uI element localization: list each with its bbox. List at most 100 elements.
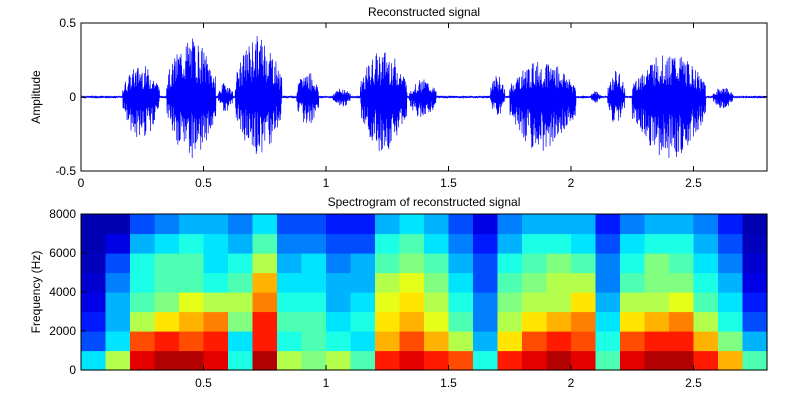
spectrogram-cell [277,253,303,274]
spectrogram-cell [130,214,156,235]
waveform-x-tick-label: 2.5 [685,176,702,190]
spectrogram-cell [693,311,719,332]
spectrogram-cell [546,233,572,254]
spectrogram-cell [473,253,499,274]
spectrogram-cell [424,272,450,293]
spectrogram-cell [742,253,768,274]
spectrogram-title: Spectrogram of reconstructed signal [328,195,521,209]
spectrogram-cell [252,311,278,332]
spectrogram-cell [473,292,499,313]
spectrogram-cell [228,253,254,274]
spectrogram-x-tick-label: 1 [323,376,330,390]
spectrogram-cell [81,214,107,235]
spectrogram-cell [277,311,303,332]
spectrogram-cell [252,214,278,235]
spectrogram-cell [179,311,205,332]
spectrogram-cell [644,272,670,293]
spectrogram-cell [350,233,376,254]
spectrogram-cell [742,331,768,352]
spectrogram-cell [595,350,621,371]
spectrogram-cell [350,350,376,371]
spectrogram-cell [154,311,180,332]
spectrogram-cell [595,292,621,313]
waveform-line [81,35,767,159]
waveform-y-tick-label: 0.5 [59,16,76,30]
spectrogram-cell [375,311,401,332]
spectrogram-cell [326,253,352,274]
spectrogram-cell [473,272,499,293]
spectrogram-cell [644,350,670,371]
spectrogram-cell [203,350,229,371]
spectrogram-cell [301,233,327,254]
spectrogram-y-tick-label: 4000 [49,285,76,299]
spectrogram-cell [571,350,597,371]
spectrogram-cell [522,331,548,352]
spectrogram-cell [179,350,205,371]
spectrogram-cell [424,233,450,254]
spectrogram-cell [497,214,523,235]
spectrogram-chart: Spectrogram of reconstructed signal Freq… [29,195,768,390]
spectrogram-cell [571,272,597,293]
waveform-y-axis-label: Amplitude [29,70,43,124]
spectrogram-cell [669,350,695,371]
spectrogram-cell [277,350,303,371]
spectrogram-cell [620,311,646,332]
spectrogram-cell [228,331,254,352]
waveform-x-tick-label: 2 [568,176,575,190]
spectrogram-cell [301,214,327,235]
spectrogram-cell [497,292,523,313]
spectrogram-cell [326,272,352,293]
spectrogram-cell [693,272,719,293]
spectrogram-y-ticks: 0 2000 4000 6000 8000 [49,207,86,377]
spectrogram-cell [497,272,523,293]
spectrogram-cell [448,292,474,313]
spectrogram-cell [669,292,695,313]
spectrogram-x-tick-label: 0.5 [195,376,212,390]
spectrogram-x-tick-label: 2.5 [685,376,702,390]
spectrogram-cell [718,272,744,293]
spectrogram-cell [179,331,205,352]
spectrogram-cell [644,331,670,352]
spectrogram-cell [399,311,425,332]
spectrogram-cell [718,350,744,371]
spectrogram-cell [497,311,523,332]
spectrogram-cell [252,292,278,313]
spectrogram-cell [571,311,597,332]
spectrogram-cell [252,253,278,274]
spectrogram-cell [473,331,499,352]
spectrogram-cell [522,214,548,235]
spectrogram-cell [693,214,719,235]
spectrogram-cell [399,233,425,254]
spectrogram-cell [742,350,768,371]
spectrogram-cell [105,350,131,371]
spectrogram-cell [105,292,131,313]
waveform-axes-frame [80,22,768,172]
spectrogram-cell [546,272,572,293]
spectrogram-cell [620,214,646,235]
spectrogram-cell [203,292,229,313]
spectrogram-cell [326,214,352,235]
spectrogram-x-tick-label: 1.5 [440,376,457,390]
spectrogram-cell [571,214,597,235]
spectrogram-cell [522,233,548,254]
spectrogram-cell [546,253,572,274]
spectrogram-cell [424,331,450,352]
spectrogram-cell [473,350,499,371]
spectrogram-cell [718,292,744,313]
spectrogram-cell [375,292,401,313]
spectrogram-cell [399,292,425,313]
spectrogram-cell [669,272,695,293]
spectrogram-cell [277,272,303,293]
spectrogram-cell [203,311,229,332]
spectrogram-cell [742,272,768,293]
spectrogram-cell [252,233,278,254]
spectrogram-cell [375,214,401,235]
spectrogram-cell [571,292,597,313]
spectrogram-cell [105,233,131,254]
spectrogram-cell [179,214,205,235]
spectrogram-cell [350,331,376,352]
spectrogram-cell [620,272,646,293]
spectrogram-cell [497,331,523,352]
spectrogram-cell [571,233,597,254]
spectrogram-cell [350,253,376,274]
